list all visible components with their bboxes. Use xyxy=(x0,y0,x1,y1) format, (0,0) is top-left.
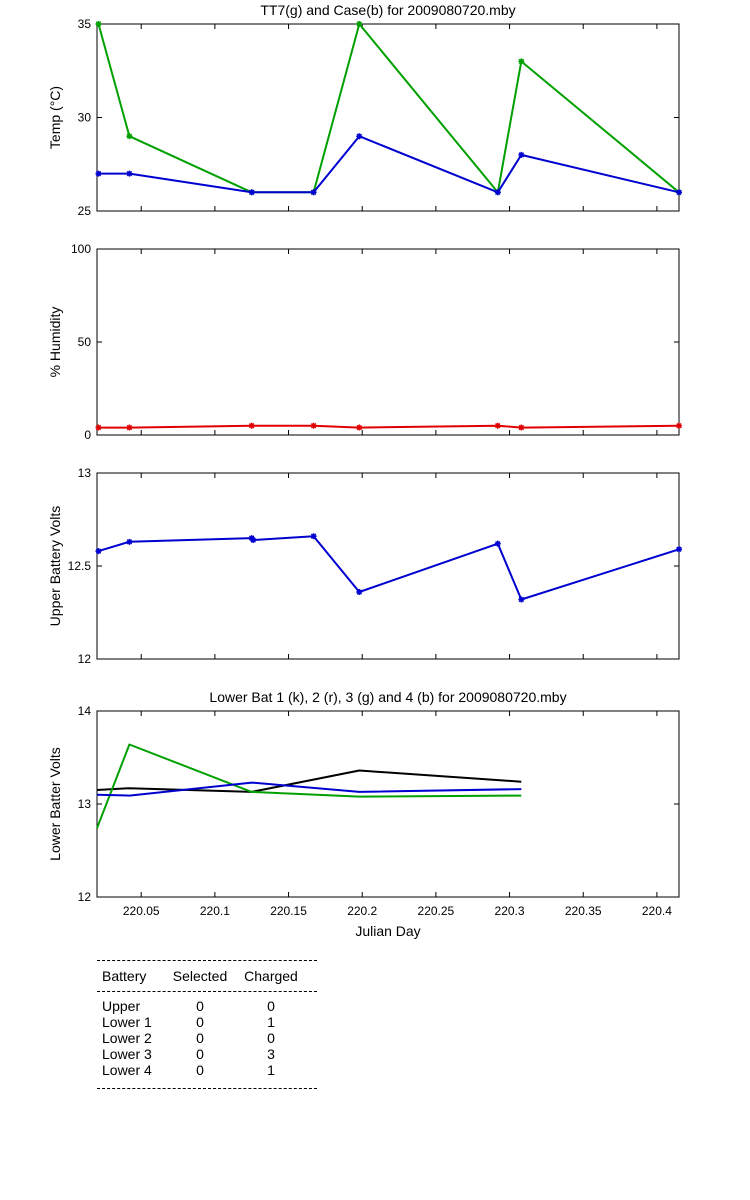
chart-title: TT7(g) and Case(b) for 2009080720.mby xyxy=(260,2,515,18)
data-point-marker xyxy=(95,424,102,431)
x-tick-label: 220.35 xyxy=(565,904,602,918)
row-charged: 3 xyxy=(267,1046,275,1062)
data-point-marker xyxy=(518,424,525,431)
row-battery: Lower 1 xyxy=(102,1014,152,1030)
y-tick-label: 0 xyxy=(84,428,91,442)
table-bottom-divider xyxy=(97,1088,317,1089)
row-charged: 1 xyxy=(267,1014,275,1030)
chart-title: Lower Bat 1 (k), 2 (r), 3 (g) and 4 (b) … xyxy=(209,689,566,705)
table-row: Lower 2 0 0 xyxy=(97,1030,317,1046)
x-tick-label: 220.2 xyxy=(347,904,377,918)
data-point-marker xyxy=(494,189,501,196)
data-point-marker xyxy=(676,189,682,196)
data-point-marker xyxy=(95,170,102,177)
row-charged: 0 xyxy=(267,998,275,1014)
series-line xyxy=(97,23,680,194)
row-selected: 0 xyxy=(196,1014,204,1030)
data-point-marker xyxy=(250,536,257,543)
series-line xyxy=(98,135,680,194)
y-tick-label: 12 xyxy=(78,652,92,666)
x-tick-label: 220.15 xyxy=(270,904,307,918)
data-point-marker xyxy=(126,170,133,177)
battery-summary-table: Battery Selected Charged Upper 0 0 Lower… xyxy=(97,960,317,1089)
y-axis-label: Lower Batter Volts xyxy=(47,747,63,861)
header-battery: Battery xyxy=(102,968,147,984)
data-point-marker xyxy=(518,596,525,603)
data-point-marker xyxy=(356,133,363,140)
y-tick-label: 30 xyxy=(78,111,92,125)
data-point-marker xyxy=(676,422,682,429)
series-line xyxy=(96,781,522,797)
header-selected: Selected xyxy=(172,968,228,984)
data-point-marker xyxy=(248,422,255,429)
plot-frame xyxy=(96,472,680,660)
y-tick-label: 13 xyxy=(78,466,92,480)
row-battery: Lower 4 xyxy=(102,1062,152,1078)
row-selected: 0 xyxy=(196,1046,204,1062)
row-charged: 0 xyxy=(267,1030,275,1046)
data-point-marker xyxy=(95,21,102,27)
data-point-marker xyxy=(356,21,363,27)
y-tick-label: 12.5 xyxy=(68,559,92,573)
plot-frame xyxy=(96,710,680,898)
data-point-marker xyxy=(518,151,525,158)
data-point-marker xyxy=(126,133,133,140)
x-tick-label: 220.25 xyxy=(418,904,455,918)
y-tick-label: 50 xyxy=(78,335,92,349)
header-charged: Charged xyxy=(244,968,298,984)
x-tick-label: 220.05 xyxy=(123,904,160,918)
y-tick-label: 35 xyxy=(78,17,92,31)
x-tick-label: 220.1 xyxy=(200,904,230,918)
data-point-marker xyxy=(356,424,363,431)
table-row: Lower 1 0 1 xyxy=(97,1014,317,1030)
data-point-marker xyxy=(494,422,501,429)
y-tick-label: 100 xyxy=(71,242,91,256)
x-axis-label: Julian Day xyxy=(355,923,420,939)
data-point-marker xyxy=(494,540,501,547)
series-line xyxy=(98,424,680,429)
y-axis-label: Upper Battery Volts xyxy=(47,506,63,627)
row-selected: 0 xyxy=(196,1030,204,1046)
row-battery: Lower 3 xyxy=(102,1046,152,1062)
y-axis-label: Temp (°C) xyxy=(47,86,63,149)
data-point-marker xyxy=(310,533,317,540)
row-battery: Lower 2 xyxy=(102,1030,152,1046)
charts-canvas: 25 30 35 TT7(g) and Case(b) for 2009080720.… xyxy=(47,2,682,939)
plot-frame xyxy=(96,248,680,436)
table-row: Lower 3 0 3 xyxy=(97,1046,317,1062)
data-point-marker xyxy=(356,589,363,596)
row-selected: 0 xyxy=(196,998,204,1014)
data-point-marker xyxy=(518,58,525,65)
table-row: Upper 0 0 xyxy=(97,998,317,1014)
data-point-marker xyxy=(126,538,133,545)
y-tick-label: 13 xyxy=(78,797,92,811)
y-tick-label: 14 xyxy=(78,704,92,718)
y-tick-label: 12 xyxy=(78,890,92,904)
row-charged: 1 xyxy=(267,1062,275,1078)
data-point-marker xyxy=(126,424,133,431)
data-point-marker xyxy=(676,546,682,553)
table-header-divider xyxy=(97,991,317,992)
table-row: Lower 4 0 1 xyxy=(97,1062,317,1078)
table-header-row: Battery Selected Charged xyxy=(97,961,317,991)
y-axis-label: % Humidity xyxy=(47,307,63,378)
table-top-divider xyxy=(97,960,317,961)
y-tick-label: 25 xyxy=(78,204,92,218)
data-point-marker xyxy=(310,189,317,196)
data-point-marker xyxy=(310,422,317,429)
row-battery: Upper xyxy=(102,998,141,1014)
plot-frame xyxy=(96,23,680,212)
x-tick-label: 220.4 xyxy=(642,904,672,918)
x-tick-label: 220.3 xyxy=(495,904,525,918)
series-line xyxy=(96,743,522,829)
data-point-marker xyxy=(95,548,102,555)
row-selected: 0 xyxy=(196,1062,204,1078)
data-point-marker xyxy=(248,189,255,196)
